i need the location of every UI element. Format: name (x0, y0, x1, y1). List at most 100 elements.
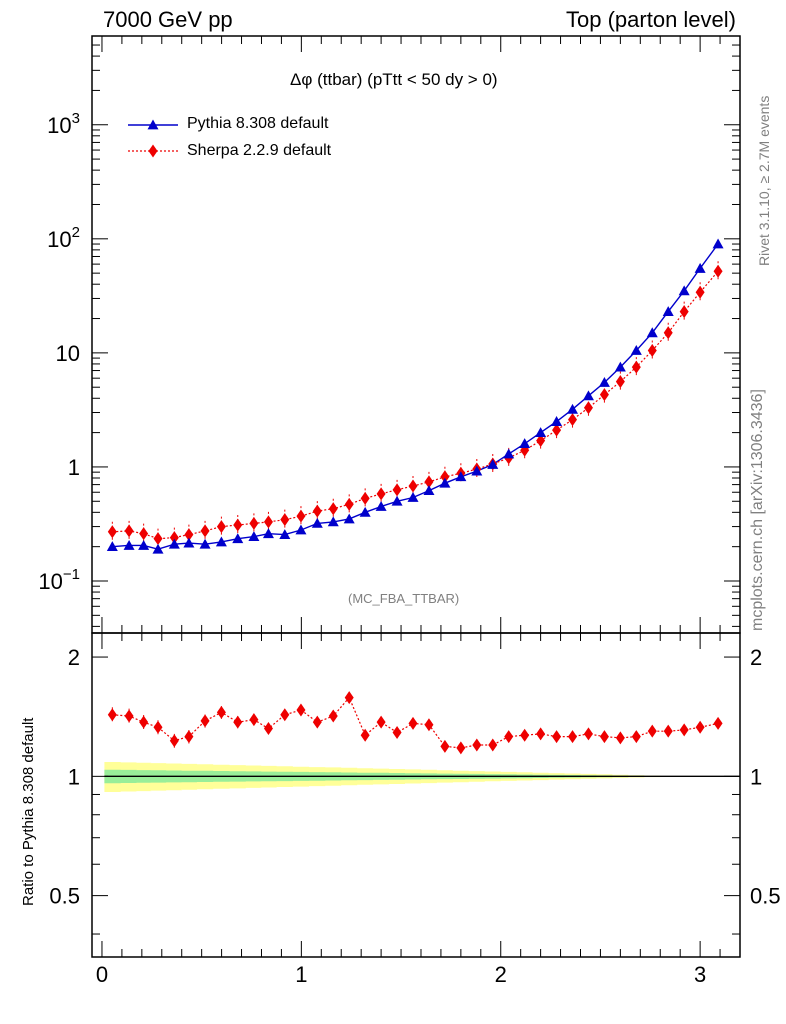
pythia-point (279, 529, 291, 540)
ratio-sherpa-point (456, 741, 466, 755)
ratio-sherpa-point (216, 705, 226, 719)
pythia-point (614, 361, 626, 372)
ratio-sherpa-point (392, 726, 402, 740)
sherpa-point (599, 388, 609, 402)
sherpa-point (200, 524, 210, 538)
pythia-point (535, 427, 547, 438)
ratio-sherpa-point (520, 728, 530, 742)
header-left: 7000 GeV pp (103, 7, 233, 32)
pythia-point (248, 531, 260, 542)
sherpa-point (536, 434, 546, 448)
pythia-point (712, 238, 724, 249)
sherpa-point (663, 326, 673, 340)
sherpa-point (583, 401, 593, 415)
sherpa-point (408, 479, 418, 493)
sherpa-point (647, 343, 657, 357)
y-tick-label-main: 1 (68, 455, 80, 480)
pythia-point (343, 513, 355, 524)
sherpa-point (679, 305, 689, 319)
ratio-sherpa-point (233, 715, 243, 729)
ratio-sherpa-point (263, 722, 273, 736)
pythia-point (471, 465, 483, 476)
ratio-sherpa-point (153, 720, 163, 734)
x-tick-label: 0 (96, 962, 108, 987)
pythia-point (567, 403, 579, 414)
sherpa-point (344, 497, 354, 511)
pythia-point (439, 477, 451, 488)
sherpa-point (424, 475, 434, 489)
sherpa-point (360, 491, 370, 505)
pythia-line (112, 243, 719, 550)
analysis-tag: (MC_FBA_TTBAR) (348, 591, 460, 606)
ratio-sherpa-point (200, 714, 210, 728)
ratio-sherpa-point (647, 724, 657, 738)
pythia-point (630, 344, 642, 355)
pythia-point (551, 416, 563, 426)
pythia-point (694, 262, 706, 273)
ratio-sherpa-point (713, 716, 723, 730)
ratio-sherpa-point (169, 734, 179, 748)
sherpa-point (615, 375, 625, 389)
y-tick-label-main: 103 (47, 110, 80, 138)
pythia-point (262, 528, 274, 539)
pythia-point (678, 285, 690, 296)
sherpa-point (440, 470, 450, 484)
pythia-point (183, 537, 195, 548)
pythia-point (106, 541, 118, 552)
x-tick-label: 1 (295, 962, 307, 987)
sherpa-point (280, 513, 290, 527)
legend-sherpa-marker (148, 144, 158, 158)
ratio-sherpa-point (488, 738, 498, 752)
sherpa-point (169, 531, 179, 545)
pythia-point (646, 327, 658, 338)
ratio-sherpa-point (344, 691, 354, 705)
ratio-sherpa-point (679, 723, 689, 737)
plot-title: Δφ (ttbar) (pTtt < 50 dy > 0) (290, 70, 498, 89)
ratio-sherpa-point (376, 715, 386, 729)
pythia-point (423, 485, 435, 496)
ratio-sherpa-point (599, 730, 609, 744)
ratio-sherpa-point (296, 703, 306, 717)
sherpa-point (376, 487, 386, 501)
ratio-sherpa-point (408, 716, 418, 730)
ratio-y-axis-label: Ratio to Pythia 8.308 default (20, 717, 37, 906)
sherpa-point (695, 285, 705, 299)
pythia-point (503, 448, 515, 459)
y-tick-label-ratio: 2 (68, 645, 80, 670)
pythia-point (375, 500, 387, 511)
sherpa-point (249, 516, 259, 530)
y-tick-label-ratio: 1 (68, 764, 80, 789)
pythia-point (311, 517, 323, 528)
sherpa-point (328, 502, 338, 516)
sherpa-point (107, 525, 117, 539)
ratio-sherpa-point (615, 731, 625, 745)
ratio-sherpa-point (536, 727, 546, 741)
sherpa-point (713, 264, 723, 278)
pythia-point (215, 536, 227, 547)
legend-pythia-label: Pythia 8.308 default (187, 115, 329, 132)
ratio-sherpa-point (328, 709, 338, 723)
sherpa-point (392, 483, 402, 497)
y-tick-label-ratio: 0.5 (49, 884, 80, 909)
pythia-point (407, 491, 419, 502)
ratio-sherpa-point (280, 708, 290, 722)
ratio-sherpa-point (424, 718, 434, 732)
pythia-point (327, 516, 339, 527)
sherpa-point (568, 413, 578, 427)
sherpa-point (631, 360, 641, 374)
pythia-point (295, 524, 307, 535)
sherpa-point (184, 528, 194, 542)
y-tick-label-ratio-right: 0.5 (750, 884, 781, 909)
mcplots-info: mcplots.cern.ch [arXiv:1306.3436] (749, 389, 766, 631)
sherpa-point (552, 423, 562, 437)
pythia-point (598, 376, 610, 387)
ratio-sherpa-point (249, 713, 259, 727)
sherpa-point (312, 504, 322, 518)
y-tick-label-main: 10−1 (38, 566, 80, 594)
pythia-point (138, 539, 150, 550)
ratio-frame (91, 632, 741, 958)
pythia-point (123, 539, 135, 550)
pythia-point (168, 538, 180, 549)
pythia-point (519, 438, 531, 449)
ratio-sherpa-point (663, 724, 673, 738)
